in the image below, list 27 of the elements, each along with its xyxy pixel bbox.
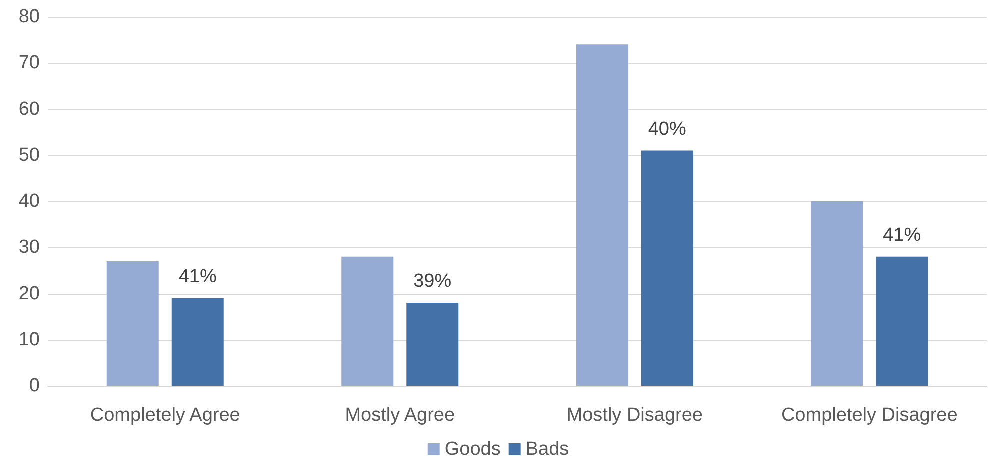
y-tick-label: 50 (18, 144, 40, 166)
bar (172, 298, 224, 386)
annotation: 41% (883, 224, 922, 246)
y-tick-label: 20 (18, 283, 40, 304)
annotation: 40% (648, 118, 686, 140)
bar (576, 44, 628, 386)
annotation: 41% (178, 266, 217, 288)
y-tick-label: 30 (18, 237, 40, 258)
x-tick-label: Completely Disagree (781, 405, 958, 426)
x-tick-label: Mostly Disagree (566, 405, 703, 426)
y-tick-label: 60 (18, 98, 40, 120)
bar (811, 202, 864, 386)
bar (342, 256, 394, 386)
y-tick-label: 10 (18, 329, 40, 350)
legend-label: Bads (526, 439, 570, 460)
annotation: 39% (414, 270, 452, 292)
y-tick-label: 40 (18, 191, 40, 212)
x-tick-label: Mostly Agree (345, 405, 456, 426)
bar (876, 256, 928, 386)
y-tick-label: 70 (18, 52, 40, 74)
legend-label: Goods (444, 439, 501, 460)
y-tick-label: 80 (18, 6, 40, 28)
bar (641, 150, 694, 386)
bar (406, 302, 459, 386)
bar (106, 261, 159, 386)
y-tick-label: 0 (29, 376, 40, 396)
x-tick-label: Completely Agree (90, 405, 240, 426)
